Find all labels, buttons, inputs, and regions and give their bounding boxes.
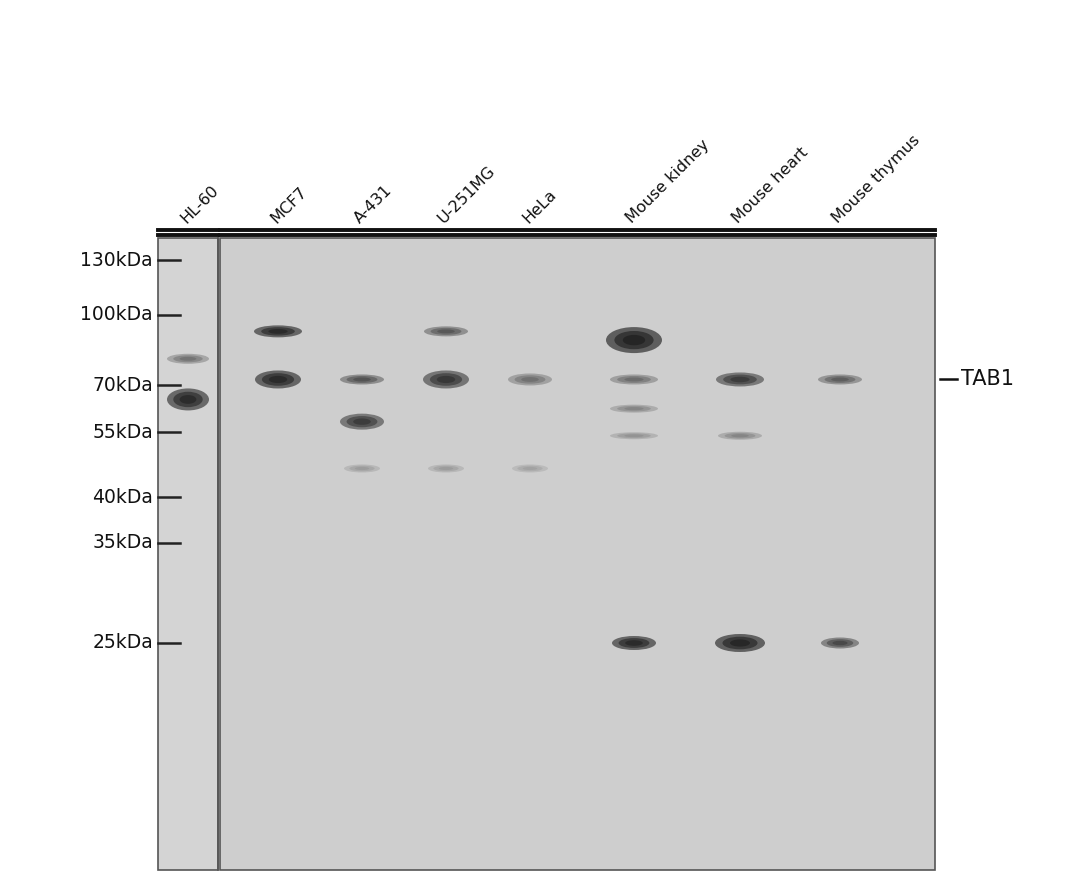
Ellipse shape [430,373,462,385]
Ellipse shape [423,370,469,388]
Ellipse shape [825,376,855,383]
Ellipse shape [832,377,849,382]
Text: U-251MG: U-251MG [435,163,498,226]
Text: 35kDa: 35kDa [92,533,153,553]
Ellipse shape [715,634,765,652]
Text: Mouse heart: Mouse heart [729,144,811,226]
Ellipse shape [730,377,750,382]
Ellipse shape [355,467,369,470]
Ellipse shape [617,433,651,439]
Ellipse shape [615,331,653,349]
Ellipse shape [606,327,662,354]
Ellipse shape [261,373,294,385]
Ellipse shape [431,328,461,335]
Ellipse shape [725,433,755,439]
Text: 100kDa: 100kDa [80,306,153,324]
Ellipse shape [619,638,649,648]
Ellipse shape [340,414,384,430]
Bar [158,238,218,870]
Ellipse shape [167,354,210,364]
Ellipse shape [179,357,197,361]
Text: MCF7: MCF7 [268,184,309,226]
Ellipse shape [514,376,545,384]
Ellipse shape [167,388,210,410]
Ellipse shape [610,405,658,413]
Ellipse shape [437,330,455,333]
Ellipse shape [512,464,548,472]
Ellipse shape [508,374,552,385]
Ellipse shape [617,406,651,411]
Ellipse shape [818,375,862,385]
Ellipse shape [612,636,656,650]
Ellipse shape [610,432,658,439]
Text: TAB1: TAB1 [961,369,1014,390]
Ellipse shape [617,376,651,383]
Ellipse shape [261,327,295,336]
Ellipse shape [623,335,645,346]
Ellipse shape [173,392,203,408]
Text: Mouse kidney: Mouse kidney [623,137,713,226]
Text: Mouse thymus: Mouse thymus [829,133,923,226]
Ellipse shape [624,434,644,437]
Ellipse shape [353,418,370,425]
Text: 40kDa: 40kDa [92,487,153,507]
Text: 130kDa: 130kDa [80,251,153,269]
Ellipse shape [826,639,853,647]
Text: 70kDa: 70kDa [92,376,153,394]
Ellipse shape [523,467,537,470]
Ellipse shape [438,467,454,470]
Ellipse shape [353,377,370,382]
Ellipse shape [724,375,757,385]
Text: HL-60: HL-60 [177,183,221,226]
Ellipse shape [723,637,757,649]
Ellipse shape [179,395,197,404]
Ellipse shape [173,355,203,362]
Ellipse shape [345,464,380,472]
Ellipse shape [610,375,658,385]
Ellipse shape [624,377,644,382]
Ellipse shape [428,464,464,472]
Text: HeLa: HeLa [519,187,558,226]
Ellipse shape [424,326,468,337]
Ellipse shape [716,372,764,386]
Text: 55kDa: 55kDa [92,423,153,441]
Ellipse shape [718,431,762,439]
Ellipse shape [821,638,859,649]
Ellipse shape [517,466,542,471]
Ellipse shape [730,640,750,647]
Text: 25kDa: 25kDa [92,633,153,652]
Ellipse shape [625,641,643,646]
Ellipse shape [254,325,302,338]
Ellipse shape [347,376,377,383]
Ellipse shape [340,375,384,385]
Ellipse shape [436,376,455,383]
Ellipse shape [433,466,459,471]
Ellipse shape [624,407,644,410]
Ellipse shape [269,329,287,334]
Ellipse shape [347,416,377,427]
Bar [220,238,935,870]
Ellipse shape [255,370,301,388]
Ellipse shape [350,466,375,471]
Ellipse shape [833,641,848,645]
Text: A-431: A-431 [351,183,395,226]
Ellipse shape [269,376,287,383]
Ellipse shape [522,377,539,382]
Ellipse shape [731,434,748,438]
